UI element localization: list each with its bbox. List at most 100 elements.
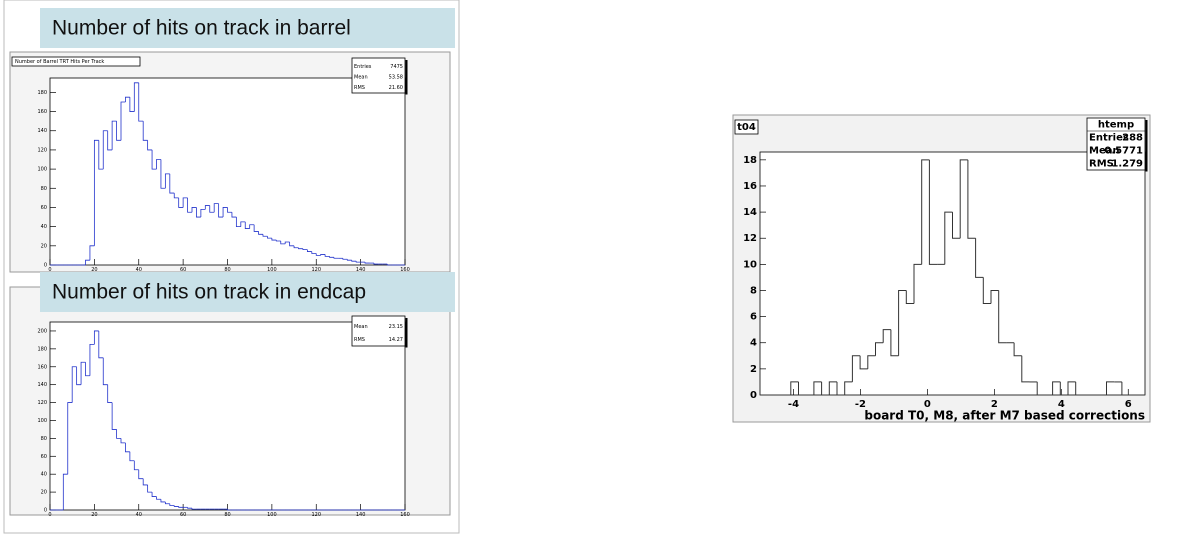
histogram-bin (116, 429, 121, 439)
histogram-bin (821, 381, 830, 396)
histogram-bin (1059, 381, 1068, 396)
histogram-bin (147, 140, 153, 151)
histogram-bin (125, 442, 130, 453)
x-tick-label: 80 (224, 512, 230, 518)
histogram-bin (98, 140, 104, 170)
histogram-bin (1106, 381, 1115, 395)
histogram-bin (173, 505, 179, 507)
histogram-bin (967, 159, 976, 239)
histogram-bin (844, 381, 853, 395)
histogram-bin (125, 96, 130, 102)
histogram-bin (364, 262, 370, 264)
x-tick-label: 40 (136, 512, 142, 518)
stats-label: Mean (354, 75, 368, 81)
histogram-bin (116, 121, 121, 141)
histogram-bin (798, 381, 807, 396)
x-tick-label: 0 (924, 399, 931, 410)
histogram-bin (191, 508, 197, 510)
stats-label: RMS (354, 85, 365, 91)
y-tick-label: 140 (37, 382, 47, 388)
histogram-bin (89, 343, 95, 376)
histogram-bin (249, 224, 255, 229)
histogram-bin (1075, 381, 1084, 396)
histogram-bin (944, 211, 953, 265)
x-tick-label: 4 (1058, 399, 1065, 410)
y-tick-label: 160 (37, 364, 47, 370)
stats-label: RMS (1089, 159, 1114, 170)
histogram-bin (882, 329, 891, 343)
y-tick-label: 160 (37, 109, 47, 115)
x-tick-label: 6 (1125, 399, 1132, 410)
y-tick-label: 140 (37, 128, 47, 134)
y-tick-label: 120 (37, 147, 47, 153)
histogram-bin (102, 130, 108, 170)
histogram-bin (262, 234, 268, 237)
x-tick-label: 140 (356, 512, 366, 518)
histogram-bin (253, 224, 259, 232)
histogram-bin (373, 263, 379, 265)
histogram-bin (71, 366, 77, 403)
plot-area (49, 77, 406, 266)
histogram-bin (89, 245, 95, 261)
histogram-bin (952, 212, 961, 239)
plot-area (49, 321, 406, 511)
x-tick-label: 0 (48, 512, 51, 518)
histogram-bin (98, 330, 104, 359)
histogram-bin (227, 207, 232, 213)
histogram-bin (320, 254, 326, 256)
slide-heading-box (40, 272, 455, 312)
title-box (11, 56, 141, 67)
histogram-bin (67, 402, 73, 475)
y-tick-label: 0 (44, 263, 47, 269)
y-tick-label: 20 (41, 490, 47, 496)
hist-title: Number of Barrel TRT Hits Per Track (15, 59, 104, 65)
stats-label: Entries (354, 64, 372, 70)
x-tick-label: 120 (311, 512, 321, 518)
histogram-bin (284, 241, 290, 244)
histogram-bin (222, 207, 228, 218)
histogram-bin (120, 101, 126, 141)
histogram-bin (93, 330, 99, 345)
histogram-bin (62, 473, 68, 510)
histogram-bin (790, 381, 799, 395)
y-tick-label: 14 (743, 207, 757, 218)
histogram-bin (280, 241, 286, 245)
histogram-bin (293, 245, 299, 249)
histogram-bin (298, 247, 303, 250)
x-tick-label: 2 (991, 399, 998, 410)
histogram-bin (289, 241, 295, 247)
histogram-bin (200, 208, 206, 218)
x-tick-label: -4 (788, 399, 799, 410)
histogram-bin (164, 173, 170, 189)
stats-value: 53.58 (389, 75, 403, 81)
histogram-bin (156, 159, 161, 170)
histogram-bin (187, 197, 192, 213)
y-tick-label: 60 (41, 454, 47, 460)
histogram-bin (218, 203, 224, 218)
y-tick-label: 8 (750, 285, 757, 296)
histogram-bin (209, 205, 215, 213)
histogram-bin (107, 384, 113, 403)
histogram-bin (227, 509, 232, 511)
x-tick-label: 0 (48, 267, 51, 273)
histogram-bin (355, 261, 361, 263)
y-tick-label: 16 (743, 181, 757, 192)
slide-heading-box (40, 8, 455, 48)
y-tick-label: 40 (41, 472, 47, 478)
histogram-bin (928, 159, 938, 265)
y-tick-label: 100 (37, 167, 47, 173)
histogram-bin (138, 469, 144, 480)
histogram-bin (111, 120, 117, 150)
histogram-bin (240, 221, 246, 227)
histogram-bin (890, 329, 899, 357)
histogram-bin (133, 460, 139, 471)
stats-box (351, 315, 406, 347)
histogram-bin (244, 221, 250, 229)
histogram-bin (311, 251, 317, 254)
histogram-bin (302, 248, 308, 251)
histogram-bin (1021, 355, 1030, 383)
histogram-bin (151, 149, 157, 170)
stats-value: 1.279 (1111, 159, 1143, 170)
stats-value: 0.5771 (1104, 146, 1143, 157)
